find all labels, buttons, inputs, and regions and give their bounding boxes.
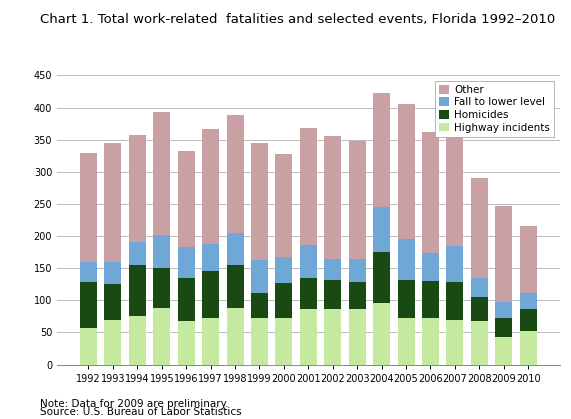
Bar [422, 253, 439, 281]
Bar [422, 318, 439, 365]
Bar [275, 283, 292, 318]
Bar [324, 309, 341, 365]
Bar [178, 321, 195, 365]
Bar [373, 93, 390, 207]
Bar [129, 265, 146, 316]
Bar [153, 112, 170, 235]
Bar [300, 309, 317, 365]
Bar [447, 282, 464, 320]
Bar [80, 262, 97, 282]
Bar [373, 252, 390, 303]
Text: Chart 1. Total work-related  fatalities and selected events, Florida 1992–2010: Chart 1. Total work-related fatalities a… [40, 13, 555, 26]
Text: Source: U.S. Bureau of Labor Statistics: Source: U.S. Bureau of Labor Statistics [40, 407, 242, 417]
Bar [520, 292, 537, 309]
Bar [80, 328, 97, 365]
Bar [324, 280, 341, 309]
Legend: Other, Fall to lower level, Homicides, Highway incidents: Other, Fall to lower level, Homicides, H… [435, 80, 554, 137]
Bar [129, 316, 146, 365]
Bar [202, 318, 219, 365]
Bar [471, 321, 488, 365]
Bar [495, 302, 512, 318]
Bar [153, 267, 170, 308]
Bar [178, 278, 195, 321]
Bar [373, 303, 390, 365]
Bar [178, 150, 195, 247]
Bar [300, 245, 317, 279]
Bar [447, 246, 464, 282]
Bar [275, 318, 292, 365]
Bar [80, 282, 97, 328]
Bar [397, 318, 415, 365]
Bar [300, 279, 317, 309]
Bar [251, 318, 268, 365]
Bar [397, 104, 415, 239]
Bar [104, 143, 122, 262]
Bar [349, 282, 366, 309]
Bar [447, 320, 464, 365]
Bar [227, 265, 244, 308]
Bar [129, 134, 146, 243]
Bar [471, 297, 488, 321]
Bar [202, 272, 219, 318]
Bar [397, 280, 415, 318]
Bar [520, 331, 537, 365]
Bar [324, 137, 341, 259]
Bar [422, 281, 439, 318]
Bar [397, 239, 415, 280]
Bar [520, 309, 537, 331]
Bar [104, 320, 122, 365]
Text: Note: Data for 2009 are preliminary.: Note: Data for 2009 are preliminary. [40, 398, 228, 409]
Bar [202, 244, 219, 272]
Bar [227, 233, 244, 265]
Bar [447, 132, 464, 246]
Bar [104, 284, 122, 320]
Bar [495, 318, 512, 337]
Bar [495, 337, 512, 365]
Bar [251, 143, 268, 261]
Bar [251, 292, 268, 318]
Bar [349, 259, 366, 282]
Bar [324, 259, 341, 280]
Bar [495, 207, 512, 302]
Bar [520, 226, 537, 292]
Bar [251, 261, 268, 292]
Bar [227, 115, 244, 233]
Bar [153, 308, 170, 365]
Bar [275, 257, 292, 283]
Bar [153, 235, 170, 267]
Bar [373, 207, 390, 252]
Bar [178, 247, 195, 278]
Bar [349, 309, 366, 365]
Bar [349, 141, 366, 259]
Bar [275, 154, 292, 257]
Bar [471, 278, 488, 297]
Bar [227, 308, 244, 365]
Bar [471, 178, 488, 278]
Bar [80, 153, 97, 262]
Bar [422, 132, 439, 253]
Bar [104, 262, 122, 284]
Bar [300, 128, 317, 245]
Bar [129, 243, 146, 265]
Bar [202, 129, 219, 244]
